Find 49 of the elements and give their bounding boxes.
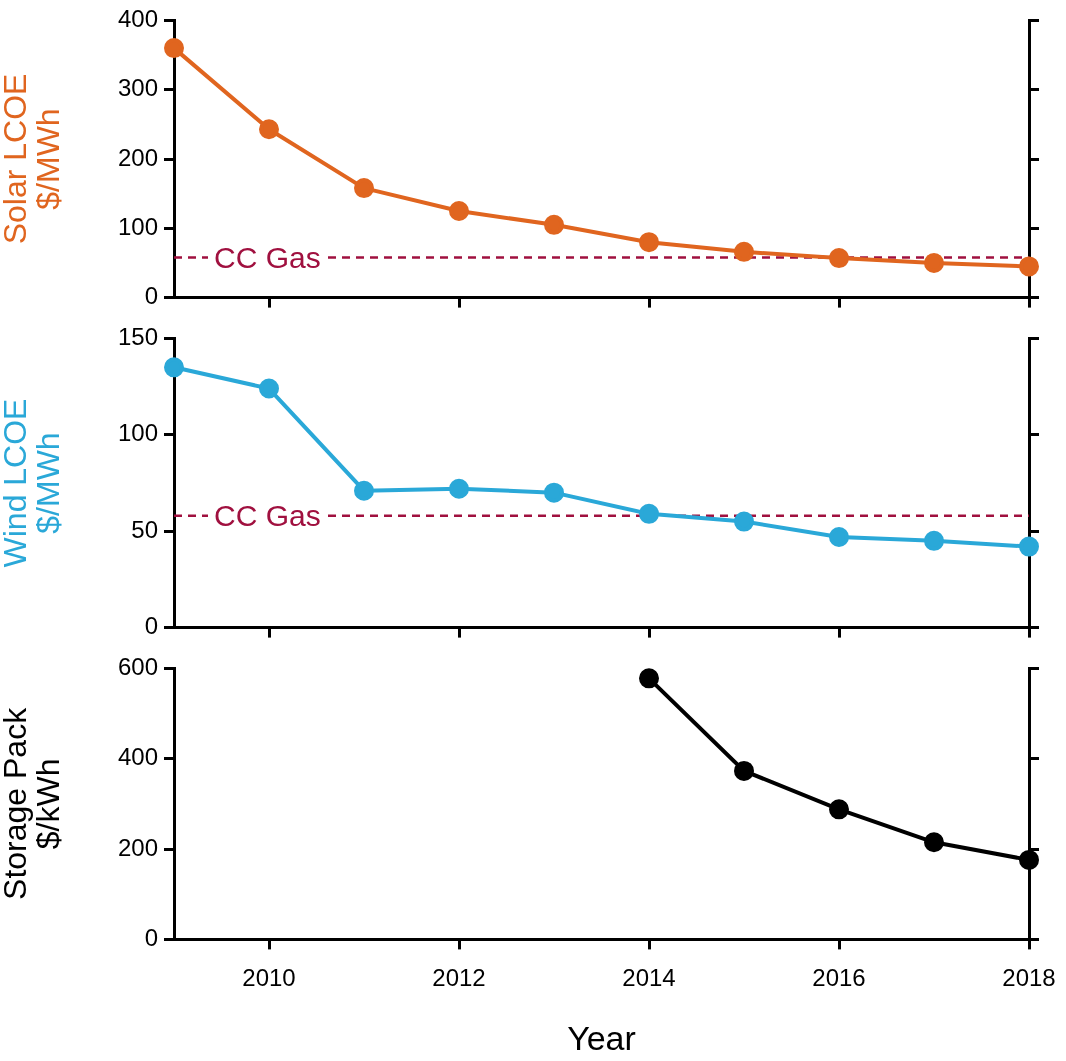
point: [449, 478, 469, 499]
y-tick-label: 400: [117, 743, 158, 771]
y-tick-label: 100: [117, 419, 158, 447]
point: [734, 760, 754, 781]
y-axis-title: Wind LCOE $/MWh: [0, 398, 67, 568]
ref-line-label: CC Gas: [214, 240, 321, 274]
point: [1019, 536, 1039, 557]
point: [924, 530, 944, 551]
point: [259, 378, 279, 399]
x-axis-title: Year: [567, 1018, 636, 1057]
point: [544, 482, 564, 503]
y-tick-label: 200: [117, 143, 158, 171]
y-tick-label: 50: [131, 515, 158, 543]
x-tick-label: 2012: [432, 964, 486, 992]
y-tick-label: 200: [117, 833, 158, 861]
point: [354, 480, 374, 501]
y-tick-label: 400: [117, 5, 158, 33]
x-tick-label: 2018: [1002, 964, 1056, 992]
point: [544, 214, 564, 235]
x-tick-label: 2016: [812, 964, 866, 992]
point: [924, 832, 944, 853]
point: [259, 119, 279, 140]
point: [1019, 849, 1039, 870]
y-tick-label: 0: [144, 612, 158, 640]
x-tick-label: 2014: [622, 964, 676, 992]
x-tick-label: 2010: [242, 964, 296, 992]
point: [734, 241, 754, 262]
point: [829, 526, 849, 547]
point: [639, 503, 659, 524]
ref-line-label: CC Gas: [214, 499, 321, 533]
point: [639, 232, 659, 253]
y-tick-label: 100: [117, 212, 158, 240]
point: [734, 511, 754, 532]
y-tick-label: 300: [117, 74, 158, 102]
point: [924, 252, 944, 273]
y-tick-label: 0: [144, 924, 158, 952]
point: [829, 248, 849, 269]
y-axis-title: Solar LCOE $/MWh: [0, 73, 67, 245]
point: [164, 357, 184, 378]
y-tick-label: 600: [117, 653, 158, 681]
point: [449, 200, 469, 221]
y-tick-label: 0: [144, 282, 158, 310]
point: [829, 799, 849, 820]
y-tick-label: 150: [117, 323, 158, 351]
point: [1019, 256, 1039, 277]
point: [354, 178, 374, 199]
y-axis-title: Storage Pack $/kWh: [0, 706, 67, 900]
point: [164, 38, 184, 59]
point: [639, 668, 659, 689]
